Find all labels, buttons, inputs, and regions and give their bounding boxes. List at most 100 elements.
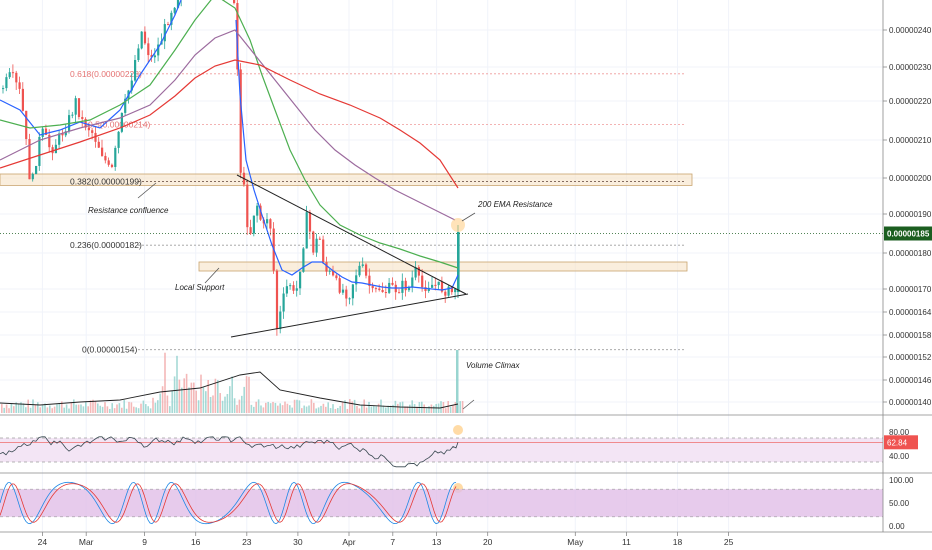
candle-body [130, 80, 133, 91]
price-tick-label-11: 0.00000146 [889, 376, 932, 385]
candle-body [143, 31, 147, 44]
volume-bar [346, 408, 349, 413]
candle-body [8, 72, 11, 78]
volume-bar [370, 406, 373, 413]
volume-bar [195, 390, 197, 413]
rsi-line [0, 436, 459, 468]
volume-bar [301, 408, 303, 413]
annotation-arrow-2 [204, 267, 220, 284]
volume-bar [310, 399, 313, 413]
candle-body [31, 174, 34, 180]
volume-bar [29, 407, 32, 413]
candle-body [124, 98, 127, 113]
candle-body [41, 128, 44, 137]
volume-bar [461, 401, 464, 413]
volume-bar [221, 400, 224, 413]
volume-bar [296, 399, 298, 413]
volume-bar [447, 401, 449, 413]
volume-bar [61, 401, 63, 413]
candle-body [269, 219, 272, 229]
volume-bar [337, 408, 339, 413]
volume-bar [183, 378, 185, 413]
volume-bar [341, 402, 344, 413]
volume-bar [209, 396, 212, 413]
volume-bar [75, 404, 77, 413]
time-tick-label-8: 7 [390, 537, 395, 547]
volume-bar [44, 403, 46, 413]
candle-body [28, 139, 31, 180]
volume-bar [277, 405, 279, 413]
volume-bar [231, 376, 233, 413]
candle-body [391, 282, 394, 285]
candle-body [289, 285, 292, 287]
annotation-resistance-confluence: Resistance confluence [88, 206, 169, 215]
candle-body [365, 264, 368, 276]
candle-body [318, 238, 321, 240]
candle-body [302, 248, 305, 272]
candle-body [335, 275, 338, 279]
volume-bar [387, 405, 389, 413]
candle-body [285, 286, 288, 294]
volume-bar [65, 404, 68, 413]
candle-body [328, 270, 331, 272]
volume-bar [27, 399, 29, 413]
volume-bar [166, 395, 169, 413]
moving-averages [0, 0, 459, 291]
annotation-arrow-0 [137, 182, 157, 199]
fib-label-1: 0.618(0.00000228) [70, 69, 142, 79]
candle-body [315, 238, 318, 253]
annotation-local-support: Local Support [175, 283, 225, 292]
annotation-200-ema: 200 EMA Resistance [477, 200, 553, 209]
time-tick-label-9: 13 [432, 537, 442, 547]
price-tick-label-0: 0.00000240 [889, 26, 932, 35]
volume-bar [363, 399, 365, 413]
volume-bar [109, 408, 111, 413]
volume-bar [68, 408, 70, 413]
triangle-upper-line [236, 174, 467, 295]
price-tick-label-2: 0.00000220 [889, 97, 932, 106]
candle-body [2, 88, 5, 90]
volume-bar [389, 405, 392, 413]
volume-bar [5, 404, 8, 413]
volume-bars [0, 350, 464, 413]
volume-bar [351, 401, 353, 413]
volume-bar [161, 386, 164, 413]
volume-bar [63, 407, 65, 413]
time-tick-label-11: May [567, 537, 584, 547]
candle-body [454, 288, 457, 293]
candle-body [176, 0, 180, 8]
volume-bar [3, 407, 5, 413]
volume-bar [317, 407, 320, 413]
candle-body [147, 43, 150, 56]
volume-bar [305, 406, 308, 413]
volume-bar [433, 405, 435, 413]
volume-bar [111, 403, 113, 413]
volume-bar [121, 407, 123, 413]
volume-bar [284, 401, 286, 413]
candle-body [163, 24, 166, 42]
candle-body [322, 239, 325, 263]
candle-body [444, 291, 447, 296]
fib-label-5: 0(0.00000154) [82, 345, 137, 355]
stoch-rsi-panel [0, 472, 932, 525]
candle-body [417, 267, 420, 276]
volume-bar [207, 379, 209, 413]
volume-bar [149, 408, 152, 413]
volume-bar [171, 390, 173, 413]
volume-bar [89, 400, 92, 413]
volume-bar [257, 399, 260, 413]
volume-bar [205, 391, 207, 413]
volume-bar [262, 407, 265, 413]
volume-bar [298, 400, 301, 413]
volume-bar [39, 407, 41, 413]
volume-bar [399, 402, 401, 413]
volume-bar [459, 401, 461, 413]
candle-body [38, 136, 41, 166]
volume-bar [85, 401, 87, 413]
volume-bar [87, 406, 89, 413]
volume-bar [452, 405, 454, 413]
price-tick-label-10: 0.00000152 [889, 353, 932, 362]
volume-bar [154, 402, 157, 413]
